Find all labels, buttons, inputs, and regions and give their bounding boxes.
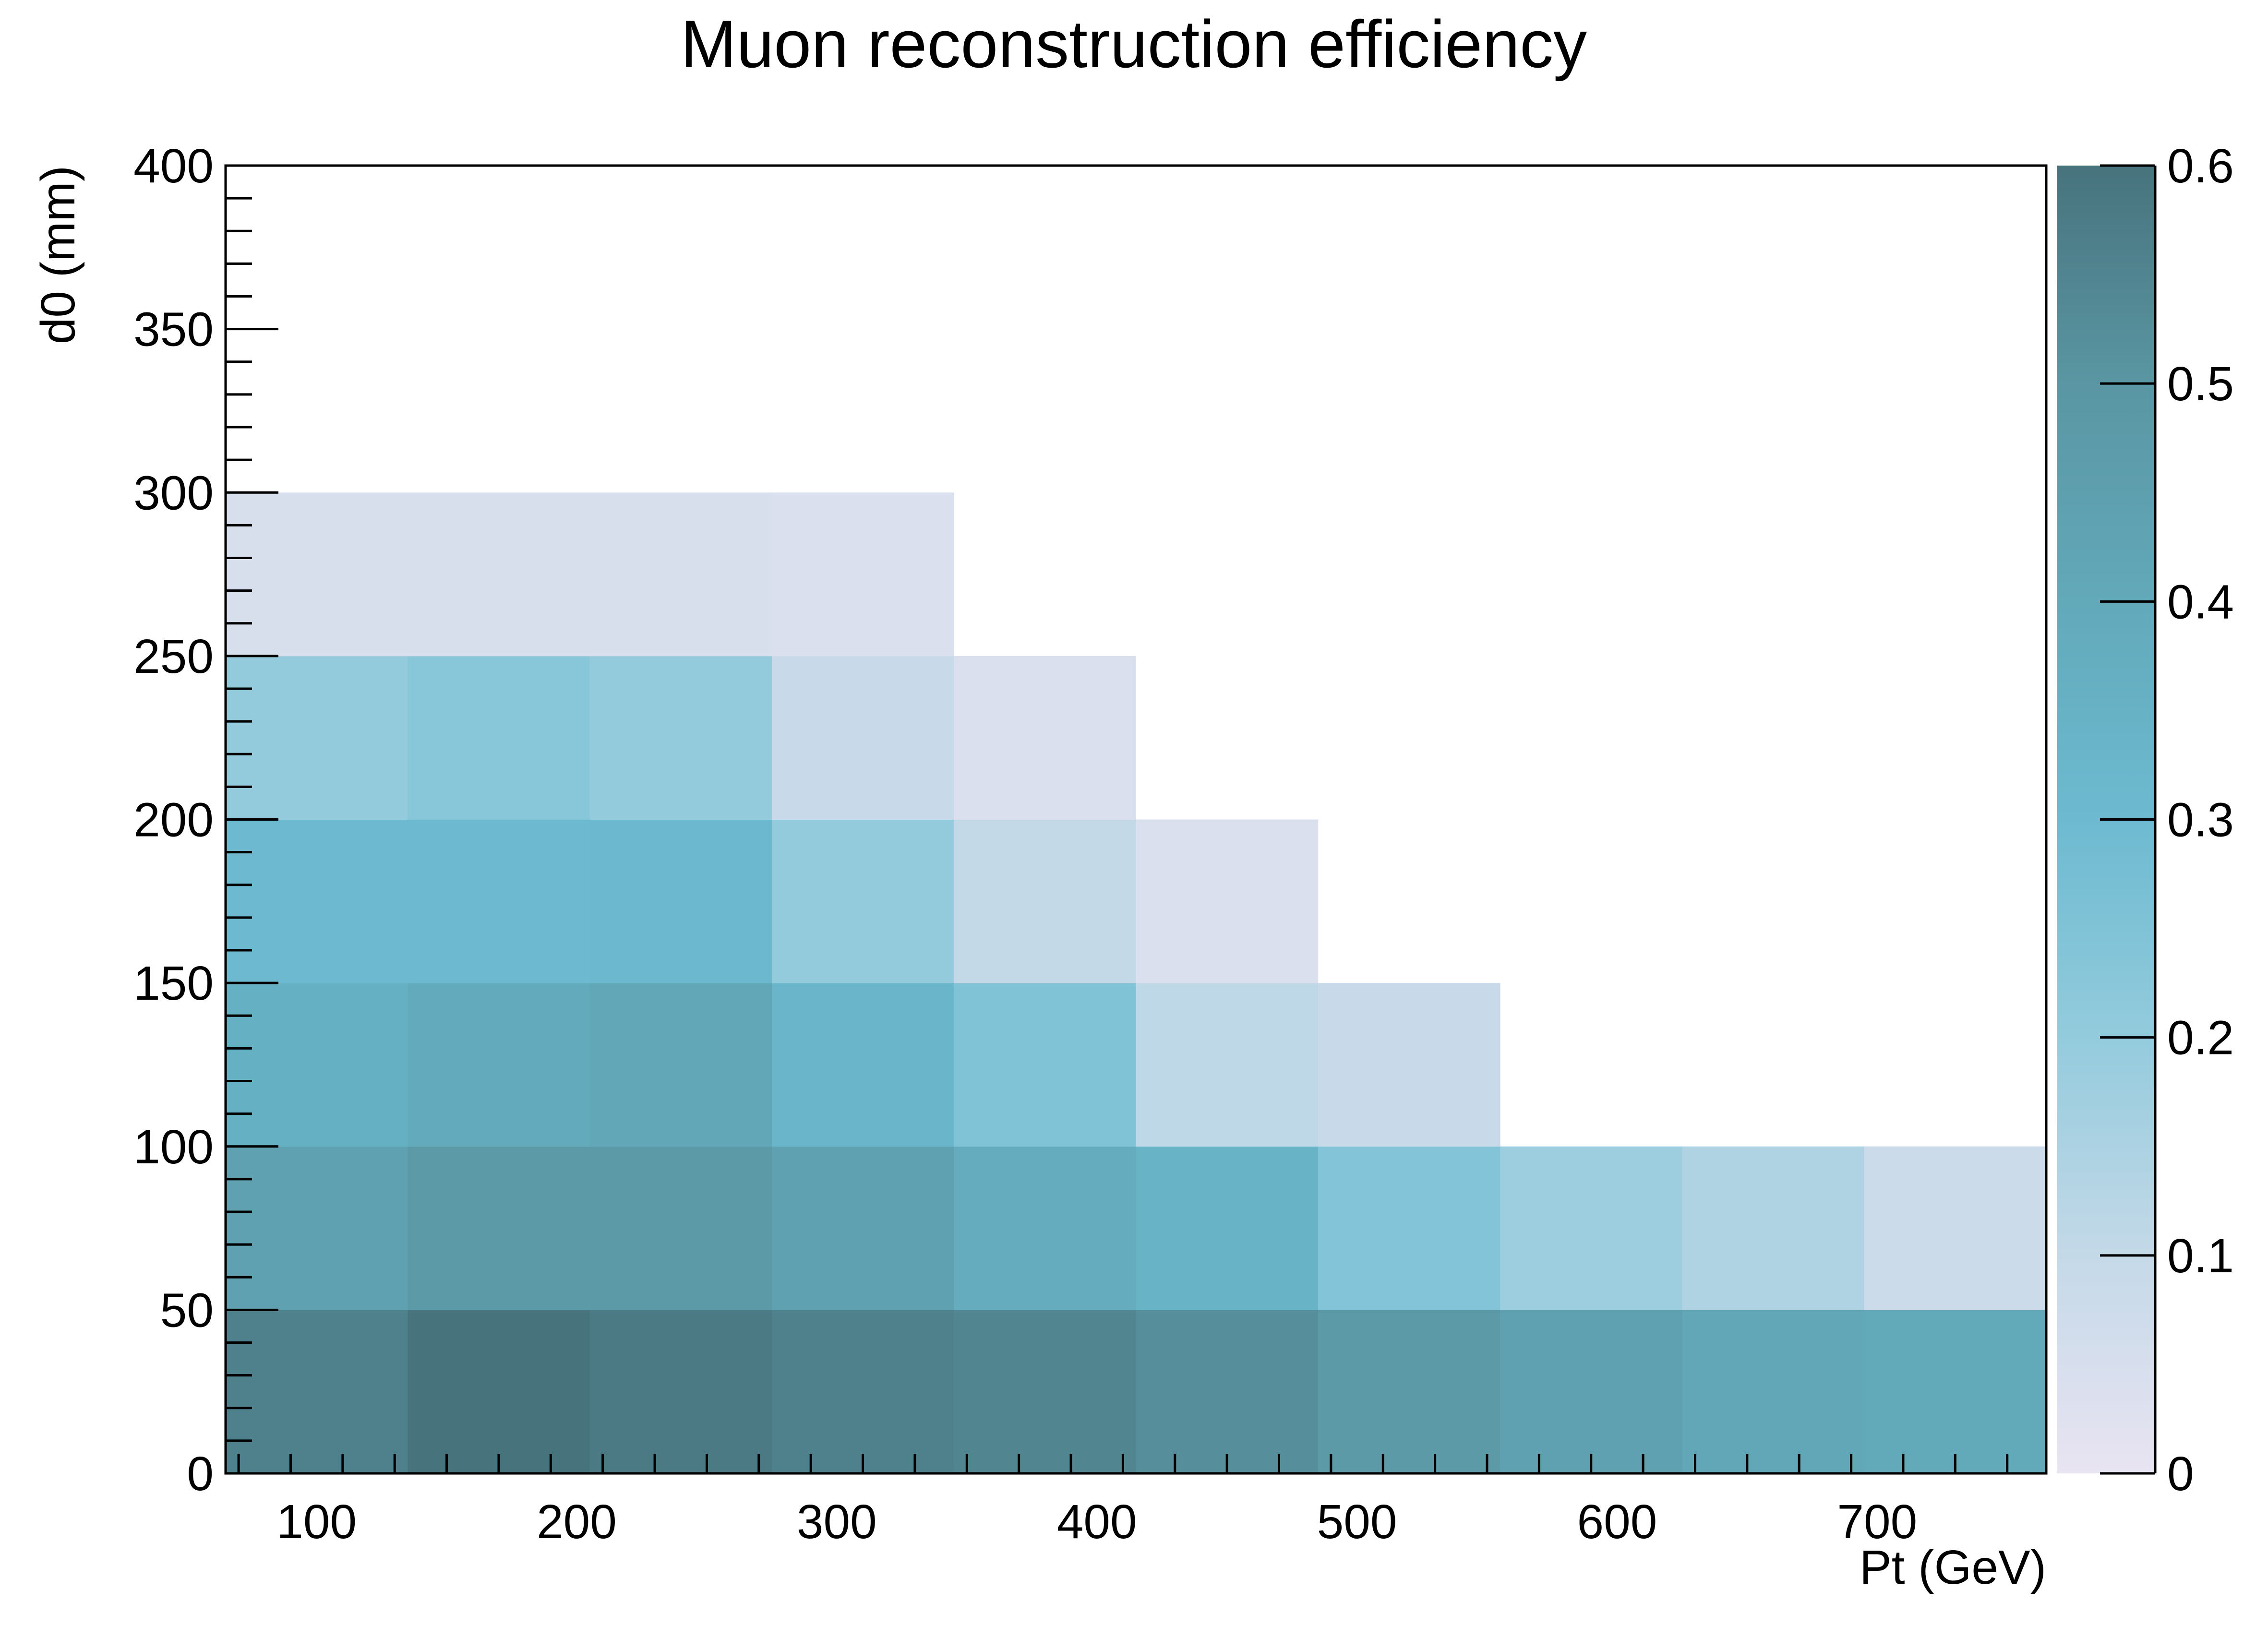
heatmap-cell — [1500, 1146, 1682, 1310]
colorbar-tick-label: 0.2 — [2167, 1011, 2234, 1065]
heatmap-cell — [771, 819, 954, 983]
heatmap-cell — [954, 1310, 1136, 1474]
heatmap-cell — [954, 983, 1136, 1147]
heatmap-cell — [589, 492, 772, 657]
heatmap-cell — [226, 983, 408, 1147]
heatmap-cell — [1864, 1310, 2047, 1474]
y-axis-label: d0 (mm) — [31, 166, 85, 344]
heatmap-cell — [771, 1146, 954, 1310]
heatmap-cell — [408, 983, 590, 1147]
heatmap-cell — [954, 819, 1136, 983]
x-tick-label: 100 — [276, 1495, 357, 1549]
heatmap-cell — [1136, 1146, 1319, 1310]
heatmap-cell — [589, 1146, 772, 1310]
chart-title: Muon reconstruction efficiency — [681, 6, 1587, 82]
heatmap-cell — [589, 1310, 772, 1474]
x-tick-label: 600 — [1577, 1495, 1657, 1549]
y-tick-label: 150 — [133, 956, 214, 1010]
x-tick-label: 500 — [1317, 1495, 1397, 1549]
x-tick-label: 700 — [1837, 1495, 1917, 1549]
colorbar-tick-label: 0.4 — [2167, 575, 2234, 629]
heatmap-cell — [226, 1146, 408, 1310]
y-tick-label: 400 — [133, 139, 214, 193]
heatmap-cell — [1318, 1310, 1500, 1474]
x-axis: 100 200 300 400 500 600 700 — [237, 1454, 2009, 1549]
y-tick-label: 200 — [133, 793, 214, 847]
y-tick-label: 250 — [133, 630, 214, 683]
colorbar-tick-label: 0 — [2167, 1447, 2194, 1501]
heatmap-cell — [589, 983, 772, 1147]
colorbar-tick-label: 0.6 — [2167, 139, 2234, 193]
x-axis-label: Pt (GeV) — [1860, 1541, 2046, 1594]
heatmap-cell — [771, 656, 954, 820]
heatmap-cell — [408, 819, 590, 983]
heatmap-cell — [408, 492, 590, 657]
x-tick-label: 200 — [537, 1495, 617, 1549]
heatmap-cell — [771, 492, 954, 657]
heatmap-cell — [1318, 1146, 1500, 1310]
colorbar: 0 0.1 0.2 0.3 0.4 0.5 0.6 — [2057, 139, 2234, 1501]
heatmap-cell — [226, 1310, 408, 1474]
heatmap-cell — [226, 819, 408, 983]
heatmap-cell — [954, 656, 1136, 820]
x-tick-label: 300 — [797, 1495, 877, 1549]
colorbar-tick-label: 0.5 — [2167, 357, 2234, 411]
y-tick-label: 0 — [187, 1447, 214, 1501]
heatmap-cell — [1500, 1310, 1682, 1474]
heatmap-cells — [226, 492, 2047, 1474]
heatmap-cell — [226, 492, 408, 657]
heatmap-cell — [589, 656, 772, 820]
heatmap-cell — [408, 656, 590, 820]
heatmap-cell — [408, 1310, 590, 1474]
y-tick-label: 100 — [133, 1120, 214, 1174]
heatmap-cell — [408, 1146, 590, 1310]
heatmap-cell — [1136, 983, 1319, 1147]
heatmap-cell — [1864, 1146, 2047, 1310]
heatmap-cell — [1682, 1146, 1865, 1310]
colorbar-tick-label: 0.3 — [2167, 793, 2234, 847]
x-tick-label: 400 — [1057, 1495, 1137, 1549]
colorbar-tick-label: 0.1 — [2167, 1229, 2234, 1283]
heatmap-cell — [771, 983, 954, 1147]
heatmap-cell — [771, 1310, 954, 1474]
y-axis: 0 50 100 150 200 250 300 350 400 — [133, 139, 278, 1501]
heatmap-cell — [1318, 983, 1500, 1147]
heatmap-cell — [1136, 1310, 1319, 1474]
heatmap-cell — [954, 1146, 1136, 1310]
y-tick-label: 350 — [133, 303, 214, 357]
y-tick-label: 50 — [160, 1283, 214, 1337]
heatmap-cell — [1136, 819, 1319, 983]
heatmap-cell — [1682, 1310, 1865, 1474]
y-tick-label: 300 — [133, 466, 214, 520]
heatmap-cell — [589, 819, 772, 983]
heatmap-cell — [226, 656, 408, 820]
